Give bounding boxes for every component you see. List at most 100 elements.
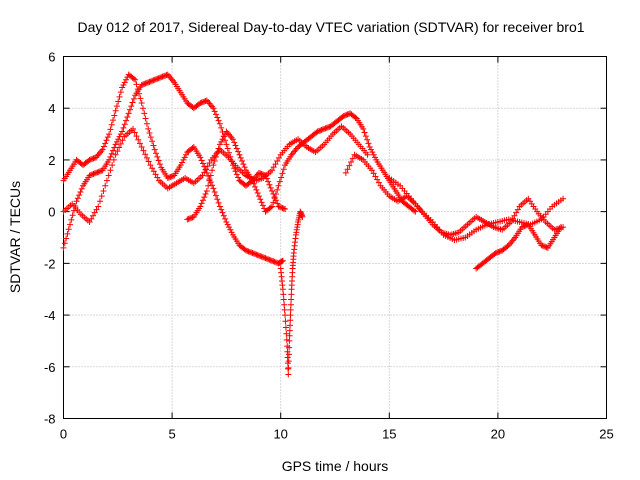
data-point [348,158,355,165]
data-point [285,371,292,378]
data-point [214,196,221,203]
data-point [284,354,291,361]
data-point [286,332,293,339]
data-point [228,229,235,236]
grid-lines [63,56,607,419]
data-point [164,175,171,182]
data-point [96,168,103,175]
data-point [267,204,274,211]
data-point [201,98,208,105]
data-point [286,344,293,351]
data-point [224,221,231,228]
data-point [557,224,564,231]
data-point [166,73,173,80]
data-point [96,198,103,205]
data-point [270,164,277,171]
data-point [371,154,378,161]
x-tick-label: 5 [168,427,175,442]
data-point [352,114,359,121]
data-point [203,187,210,194]
data-point [340,112,347,119]
data-point [154,153,161,160]
data-point [113,103,120,110]
plot-frame [63,56,607,419]
data-point [90,170,97,177]
data-point [95,203,102,210]
data-point [258,253,265,260]
data-point [140,147,147,154]
data-point [86,156,93,163]
data-point [228,134,235,141]
data-point [104,134,111,141]
data-point [289,150,296,157]
data-point [274,200,281,207]
data-point [276,178,283,185]
data-point [278,174,285,181]
x-tick-label: 0 [60,427,67,442]
data-point [150,77,157,84]
data-point [155,75,162,82]
data-point [137,95,144,102]
data-point [116,144,123,151]
data-point [540,243,547,250]
data-point [412,208,419,215]
data-point [286,327,293,334]
data-point [211,157,218,164]
data-point [280,296,287,303]
data-point [285,358,292,365]
data-point [291,148,298,155]
data-point [279,286,286,293]
data-point [543,244,550,251]
data-point [279,257,286,264]
data-point [108,150,115,157]
data-point [199,160,206,167]
data-point [494,249,501,256]
data-point [269,257,276,264]
data-point [239,157,246,164]
data-point [207,102,214,109]
data-point [280,166,287,173]
data-point [177,162,184,169]
data-point [267,184,274,191]
data-point [162,72,169,79]
data-point [510,236,517,243]
data-point [279,258,286,265]
data-point [206,177,213,184]
data-point [242,247,249,254]
data-point [224,130,231,137]
data-point [220,212,227,219]
data-point [287,322,294,329]
data-point [139,81,146,88]
data-point [202,191,209,198]
data-point [115,136,122,143]
data-point [154,75,161,82]
data-point [198,99,205,106]
data-point [361,129,368,136]
data-point [282,312,289,319]
data-point [184,216,191,223]
data-point [125,110,132,117]
data-point [271,195,278,202]
data-point [110,147,117,154]
data-point [129,99,136,106]
data-point [91,170,98,177]
data-point [199,99,206,106]
data-point [126,106,133,113]
data-point [299,213,306,220]
data-point [115,98,122,105]
y-tick-label: -4 [44,308,56,323]
y-tick-label: 0 [48,205,55,220]
data-point [278,204,285,211]
data-point [188,214,195,221]
data-point [257,253,264,260]
data-point [539,242,546,249]
data-point [269,187,276,194]
data-point [205,182,212,189]
data-point [322,125,329,132]
x-tick-label: 25 [599,427,613,442]
data-point [141,110,148,117]
data-point [110,117,117,124]
data-point [98,148,105,155]
data-point [492,250,499,257]
data-point [253,186,260,193]
